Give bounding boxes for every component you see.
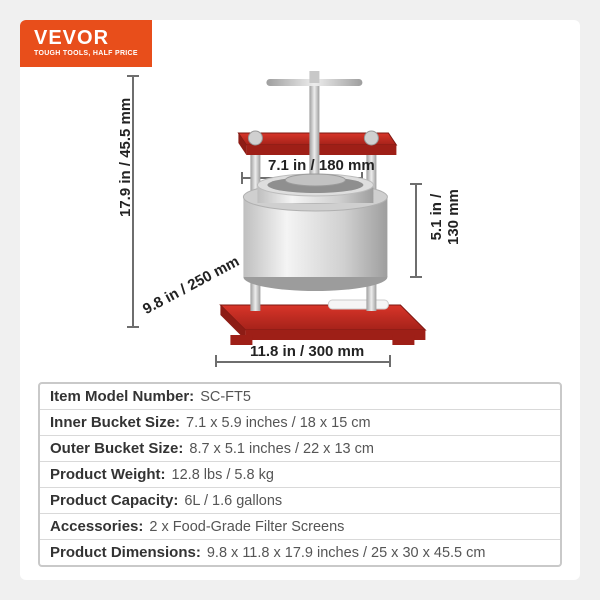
spec-label: Outer Bucket Size: [50, 440, 183, 457]
spec-row: Inner Bucket Size: 7.1 x 5.9 inches / 18… [40, 410, 560, 436]
spec-value: 9.8 x 11.8 x 17.9 inches / 25 x 30 x 45.… [207, 545, 486, 561]
dim-bucket-h-label: 5.1 in / 130 mm [428, 189, 462, 245]
spec-value: 8.7 x 5.1 inches / 22 x 13 cm [189, 441, 374, 457]
diagram-area: 17.9 in / 45.5 mm 7.1 in / 180 mm 5.1 in… [20, 65, 580, 375]
product-illustration [180, 65, 440, 365]
spec-label: Accessories: [50, 518, 143, 535]
spec-row: Outer Bucket Size: 8.7 x 5.1 inches / 22… [40, 436, 560, 462]
specs-table: Item Model Number: SC-FT5 Inner Bucket S… [38, 382, 562, 567]
spec-row: Accessories: 2 x Food-Grade Filter Scree… [40, 514, 560, 540]
spec-row: Product Weight: 12.8 lbs / 5.8 kg [40, 462, 560, 488]
spec-label: Item Model Number: [50, 388, 194, 405]
brand-badge: VEVOR TOUGH TOOLS, HALF PRICE [20, 20, 152, 67]
dim-inner-width-label: 7.1 in / 180 mm [268, 157, 375, 174]
spec-value: 6L / 1.6 gallons [184, 493, 282, 509]
product-card: VEVOR TOUGH TOOLS, HALF PRICE [20, 20, 580, 580]
spec-value: 12.8 lbs / 5.8 kg [172, 467, 274, 483]
spec-label: Product Dimensions: [50, 544, 201, 561]
spec-label: Inner Bucket Size: [50, 414, 180, 431]
brand-tagline: TOUGH TOOLS, HALF PRICE [34, 50, 138, 57]
dim-height-label: 17.9 in / 45.5 mm [117, 98, 134, 217]
spec-row: Product Dimensions: 9.8 x 11.8 x 17.9 in… [40, 540, 560, 565]
spec-row: Item Model Number: SC-FT5 [40, 384, 560, 410]
spec-label: Product Capacity: [50, 492, 178, 509]
spec-value: SC-FT5 [200, 389, 251, 405]
spec-value: 2 x Food-Grade Filter Screens [149, 519, 344, 535]
spec-value: 7.1 x 5.9 inches / 18 x 15 cm [186, 415, 371, 431]
spec-row: Product Capacity: 6L / 1.6 gallons [40, 488, 560, 514]
dim-base-width-label: 11.8 in / 300 mm [250, 343, 364, 360]
brand-name: VEVOR [34, 28, 138, 48]
spec-label: Product Weight: [50, 466, 166, 483]
